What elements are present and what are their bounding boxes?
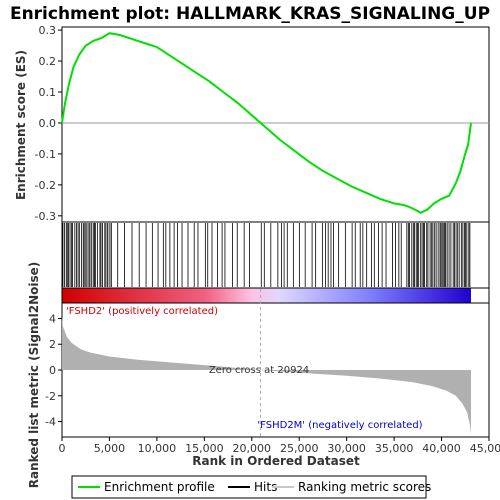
metric-y-tick-label: 0 — [49, 364, 56, 377]
hits-panel — [61, 221, 490, 289]
es-y-axis-label: Enrichment score (ES) — [14, 50, 28, 200]
positive-correlation-label: 'FSHD2' (positively correlated) — [66, 306, 218, 317]
metric-panel: 420-2-4 'FSHD2' (positively correlated) … — [27, 262, 490, 489]
es-y-tick-label: -0.1 — [35, 148, 56, 161]
zero-cross-label: Zero cross at 20924 — [209, 365, 309, 376]
metric-y-tick-label: 4 — [49, 312, 56, 325]
metric-y-axis-label: Ranked list metric (Signal2Noise) — [27, 262, 41, 489]
x-axis-ticks: 0 5,000 10,000 15,000 20,000 25,000 30,000 35,0… — [59, 437, 500, 455]
metric-y-tick-label: 2 — [49, 338, 56, 351]
x-tick-label: 15,000 — [185, 442, 224, 455]
x-tick-label: 20,000 — [233, 442, 272, 455]
metric-y-tick-label: -2 — [45, 390, 56, 403]
metric-y-ticks: 4 2 0 -2 -4 — [45, 312, 62, 429]
es-y-tick-label: 0.2 — [39, 55, 57, 68]
x-tick-label: 35,000 — [375, 442, 414, 455]
hits-panel-frame — [61, 221, 490, 289]
es-y-tick-label: -0.2 — [35, 179, 56, 192]
legend-label-ranking-metric: Ranking metric scores — [298, 480, 431, 494]
ranking-metric-area — [62, 315, 471, 435]
x-tick-label: 0 — [59, 442, 66, 455]
x-tick-label: 30,000 — [327, 442, 366, 455]
es-panel: 0.3 0.2 0.1 0.0 -0.1 -0.2 -0.3 Enrichment scor… — [14, 24, 490, 223]
legend-label-enrichment-profile: Enrichment profile — [104, 480, 215, 494]
legend: Enrichment profile Hits Ranking metric s… — [71, 475, 431, 499]
chart-title: Enrichment plot: HALLMARK_KRAS_SIGNALING… — [10, 4, 490, 24]
x-tick-label: 25,000 — [280, 442, 319, 455]
legend-label-hits: Hits — [254, 480, 277, 494]
hit-lines — [62, 223, 471, 287]
x-tick-label: 5,000 — [94, 442, 126, 455]
ranking-color-bar — [62, 288, 471, 303]
x-tick-label: 45,000 — [470, 442, 500, 455]
es-y-tick-label: -0.3 — [35, 210, 56, 223]
x-tick-label: 40,000 — [422, 442, 461, 455]
es-y-ticks: 0.3 0.2 0.1 0.0 -0.1 -0.2 -0.3 — [35, 24, 62, 223]
x-tick-label: 10,000 — [138, 442, 177, 455]
es-y-tick-label: 0.0 — [39, 117, 57, 130]
es-y-tick-label: 0.1 — [39, 86, 57, 99]
enrichment-profile-line — [61, 32, 472, 214]
x-axis-label: Rank in Ordered Dataset — [192, 454, 360, 468]
negative-correlation-label: 'FSHD2M' (negatively correlated) — [257, 420, 422, 431]
es-y-tick-label: 0.3 — [39, 24, 57, 37]
metric-y-tick-label: -4 — [45, 416, 56, 429]
es-panel-frame — [61, 26, 490, 223]
